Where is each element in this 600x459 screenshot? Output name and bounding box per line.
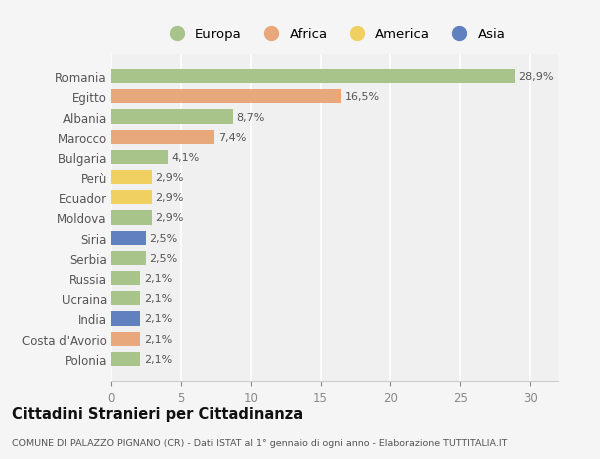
Bar	[111, 171, 152, 185]
Text: COMUNE DI PALAZZO PIGNANO (CR) - Dati ISTAT al 1° gennaio di ogni anno - Elabora: COMUNE DI PALAZZO PIGNANO (CR) - Dati IS…	[12, 438, 508, 447]
Bar	[111, 70, 515, 84]
Bar	[111, 90, 341, 104]
Text: 2,1%: 2,1%	[144, 334, 172, 344]
Text: 2,9%: 2,9%	[155, 193, 184, 203]
Bar	[111, 271, 140, 285]
Text: 4,1%: 4,1%	[172, 152, 200, 162]
Bar	[111, 110, 233, 124]
Bar	[111, 211, 152, 225]
Legend: Europa, Africa, America, Asia: Europa, Africa, America, Asia	[158, 22, 511, 46]
Text: 2,5%: 2,5%	[149, 233, 178, 243]
Text: 7,4%: 7,4%	[218, 132, 246, 142]
Text: 8,7%: 8,7%	[236, 112, 265, 122]
Text: 2,1%: 2,1%	[144, 354, 172, 364]
Bar	[111, 130, 214, 145]
Bar	[111, 332, 140, 346]
Bar	[111, 151, 168, 165]
Text: 2,1%: 2,1%	[144, 274, 172, 284]
Bar	[111, 291, 140, 306]
Text: 2,9%: 2,9%	[155, 213, 184, 223]
Text: 2,9%: 2,9%	[155, 173, 184, 183]
Text: 2,5%: 2,5%	[149, 253, 178, 263]
Text: 2,1%: 2,1%	[144, 294, 172, 304]
Bar	[111, 191, 152, 205]
Bar	[111, 231, 146, 245]
Text: 16,5%: 16,5%	[345, 92, 380, 102]
Text: 28,9%: 28,9%	[518, 72, 554, 82]
Text: 2,1%: 2,1%	[144, 314, 172, 324]
Bar	[111, 251, 146, 265]
Bar	[111, 352, 140, 366]
Text: Cittadini Stranieri per Cittadinanza: Cittadini Stranieri per Cittadinanza	[12, 406, 303, 421]
Bar	[111, 312, 140, 326]
